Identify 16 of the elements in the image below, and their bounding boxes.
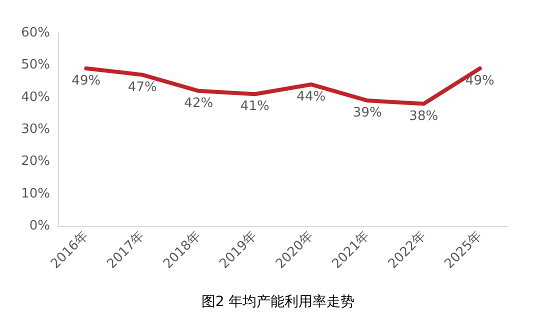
data-label: 39% bbox=[352, 106, 382, 121]
text: 图2 年均产能利用率走势 bbox=[201, 294, 355, 310]
y-tick-label: 40% bbox=[21, 90, 50, 105]
data-label: 49% bbox=[465, 73, 494, 88]
data-label: 38% bbox=[409, 108, 438, 124]
y-tick-label: 0% bbox=[29, 218, 50, 234]
data-label: 44% bbox=[296, 89, 326, 104]
data-label: 47% bbox=[128, 80, 157, 95]
data-label: 42% bbox=[184, 96, 214, 111]
y-tick-label: 60% bbox=[21, 26, 50, 40]
y-tick-label: 30% bbox=[21, 122, 50, 137]
data-label: 41% bbox=[240, 99, 270, 114]
data-label: 49% bbox=[72, 73, 101, 88]
y-tick-label: 10% bbox=[21, 186, 50, 202]
y-tick-label: 50% bbox=[21, 58, 50, 73]
y-tick-label: 20% bbox=[21, 154, 50, 170]
